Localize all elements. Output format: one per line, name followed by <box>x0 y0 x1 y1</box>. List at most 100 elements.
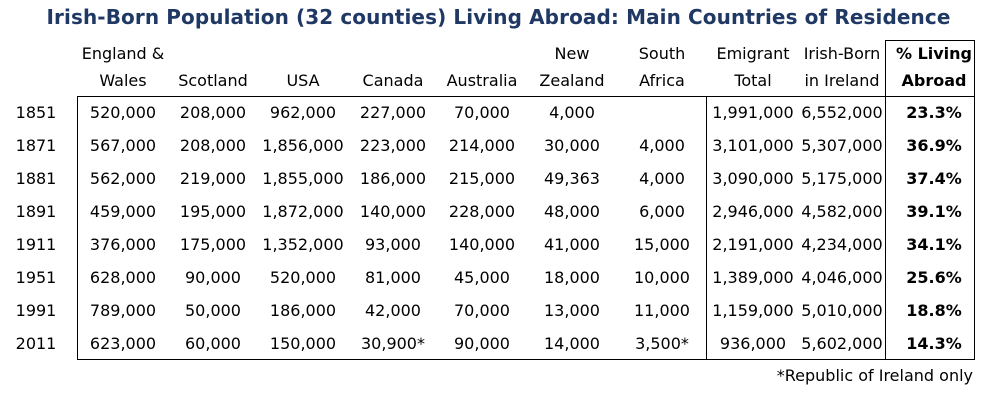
table-cell: 60,000 <box>185 334 241 353</box>
table-cell: 2,191,000 <box>712 235 794 254</box>
table-cell: 215,000 <box>448 169 516 188</box>
footnote: *Republic of Ireland only <box>776 366 973 385</box>
table-cell: 520,000 <box>269 268 337 287</box>
table-cell: 6,552,000 <box>801 103 883 122</box>
table-cell: 962,000 <box>269 103 337 122</box>
table-cell: 1,856,000 <box>262 136 344 155</box>
table-cell: 195,000 <box>179 202 247 221</box>
table-cell: 1,872,000 <box>262 202 344 221</box>
column-header-line2: Australia <box>446 71 518 90</box>
column-header: Irish-Born in Ireland <box>798 40 886 94</box>
table-cell: 4,000 <box>639 136 685 155</box>
table-cell: 5,602,000 <box>801 334 883 353</box>
table-cell: 175,000 <box>179 235 247 254</box>
table-cell: 2,946,000 <box>712 202 794 221</box>
table-cell: 1,159,000 <box>712 301 794 320</box>
column-header-line2: Total <box>734 71 772 90</box>
table-cell: 5,307,000 <box>801 136 883 155</box>
column-header-line2: Scotland <box>178 71 248 90</box>
emigrant-total-divider <box>706 96 707 360</box>
table-cell: 18.8% <box>906 301 962 320</box>
table-cell: 520,000 <box>89 103 157 122</box>
table-outer-border <box>77 96 975 360</box>
table-cell: 1,389,000 <box>712 268 794 287</box>
table-cell: 13,000 <box>544 301 600 320</box>
table-cell: 208,000 <box>179 136 247 155</box>
table-cell: 4,000 <box>639 169 685 188</box>
row-year-label: 1911 <box>15 235 57 254</box>
column-header: England & Wales <box>77 40 169 94</box>
table-cell: 3,101,000 <box>712 136 794 155</box>
table-cell: 41,000 <box>544 235 600 254</box>
table-cell: 14.3% <box>906 334 962 353</box>
row-year-label: 1891 <box>15 202 57 221</box>
table-cell: 49,363 <box>544 169 600 188</box>
table-cell: 30,900* <box>361 334 425 353</box>
table-cell: 567,000 <box>89 136 157 155</box>
table-cell: 228,000 <box>448 202 516 221</box>
column-header: South Africa <box>618 40 706 94</box>
table-cell: 4,582,000 <box>801 202 883 221</box>
column-header: Canada <box>349 40 437 94</box>
table-cell: 3,500* <box>635 334 689 353</box>
table-cell: 90,000 <box>185 268 241 287</box>
column-header: Australia <box>438 40 526 94</box>
table-cell: 6,000 <box>639 202 685 221</box>
table-cell: 25.6% <box>906 268 962 287</box>
table-cell: 81,000 <box>365 268 421 287</box>
table-cell: 562,000 <box>89 169 157 188</box>
table-cell: 4,046,000 <box>801 268 883 287</box>
column-header-line1: % Living <box>895 44 973 63</box>
row-year-label: 2011 <box>15 334 57 353</box>
column-header-line2: Wales <box>99 71 147 90</box>
column-header-line1: New <box>554 44 590 63</box>
table-cell: 10,000 <box>634 268 690 287</box>
table-cell: 4,234,000 <box>801 235 883 254</box>
table-cell: 1,352,000 <box>262 235 344 254</box>
row-year-label: 1851 <box>15 103 57 122</box>
table-cell: 48,000 <box>544 202 600 221</box>
table-cell: 186,000 <box>269 301 337 320</box>
table-cell: 227,000 <box>359 103 427 122</box>
column-header-line1: England & <box>81 44 165 63</box>
table-cell: 18,000 <box>544 268 600 287</box>
column-header: Scotland <box>169 40 257 94</box>
table-cell: 42,000 <box>365 301 421 320</box>
column-header-line2: Abroad <box>901 71 967 90</box>
table-cell: 23.3% <box>906 103 962 122</box>
table-cell: 34.1% <box>906 235 962 254</box>
table-cell: 45,000 <box>454 268 510 287</box>
table-cell: 459,000 <box>89 202 157 221</box>
table-cell: 936,000 <box>719 334 787 353</box>
table-cell: 223,000 <box>359 136 427 155</box>
table-cell: 1,991,000 <box>712 103 794 122</box>
column-header-line2: USA <box>286 71 320 90</box>
table-cell: 37.4% <box>906 169 962 188</box>
table-cell: 70,000 <box>454 301 510 320</box>
column-header: Emigrant Total <box>707 40 799 94</box>
table-cell: 186,000 <box>359 169 427 188</box>
table-cell: 789,000 <box>89 301 157 320</box>
table-cell: 376,000 <box>89 235 157 254</box>
percent-column-border <box>885 40 975 360</box>
row-year-label: 1991 <box>15 301 57 320</box>
row-year-label: 1871 <box>15 136 57 155</box>
table-cell: 208,000 <box>179 103 247 122</box>
row-year-label: 1881 <box>15 169 57 188</box>
table-cell: 5,175,000 <box>801 169 883 188</box>
table-cell: 15,000 <box>634 235 690 254</box>
column-header-line1: South <box>638 44 686 63</box>
table-cell: 214,000 <box>448 136 516 155</box>
table-cell: 11,000 <box>634 301 690 320</box>
column-header-line2: in Ireland <box>804 71 880 90</box>
table-cell: 219,000 <box>179 169 247 188</box>
table-cell: 140,000 <box>448 235 516 254</box>
table-cell: 70,000 <box>454 103 510 122</box>
column-header: New Zealand <box>528 40 616 94</box>
table-cell: 1,855,000 <box>262 169 344 188</box>
column-header-line1: Emigrant <box>716 44 790 63</box>
row-year-label: 1951 <box>15 268 57 287</box>
table-cell: 628,000 <box>89 268 157 287</box>
table-cell: 36.9% <box>906 136 962 155</box>
table-cell: 5,010,000 <box>801 301 883 320</box>
